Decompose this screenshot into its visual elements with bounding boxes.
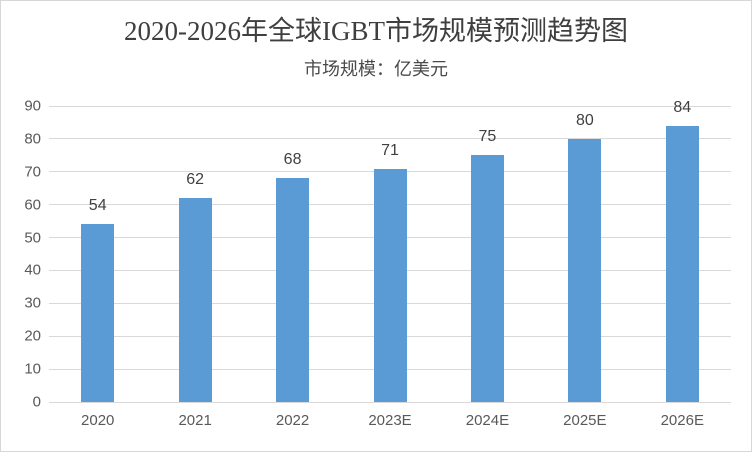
y-tick-label: 50 [24, 229, 41, 247]
x-tick-label: 2020 [81, 412, 115, 429]
gridline [49, 105, 731, 107]
y-tick-label: 80 [24, 130, 41, 148]
bar-value-label: 75 [478, 128, 497, 146]
gridline [49, 138, 731, 140]
y-tick-label: 90 [24, 97, 41, 115]
x-tick-label: 2022 [275, 412, 310, 429]
x-tick-label: 2026E [660, 412, 704, 429]
bar-2024E [470, 155, 504, 402]
bar-2022 [276, 178, 310, 402]
chart-title: 2020-2026年全球IGBT市场规模预测趋势图 [124, 16, 628, 46]
bar-2021 [178, 198, 212, 402]
y-tick-label: 70 [24, 163, 41, 181]
y-tick-label: 10 [24, 360, 41, 378]
plot-area: 0 10 20 30 40 50 60 70 80 90 54 2020 62 2021 68 2022 71 2… [24, 98, 731, 429]
y-tick-label: 20 [24, 327, 41, 345]
x-tick-label: 2024E [465, 412, 510, 429]
gridline [49, 401, 731, 403]
bar-value-label: 54 [88, 197, 107, 215]
bar-value-label: 84 [673, 98, 692, 116]
bar-value-label: 80 [575, 111, 594, 129]
bar-2020 [81, 224, 115, 402]
bar-value-label: 68 [283, 151, 302, 169]
y-tick-label: 30 [24, 294, 41, 312]
y-tick-label: 40 [24, 261, 41, 279]
bar-2025E [568, 138, 602, 402]
x-tick-label: 2021 [178, 412, 212, 429]
chart-subtitle: 市场规模：亿美元 [304, 59, 448, 79]
bar-2023E [373, 168, 407, 402]
y-tick-label: 0 [32, 393, 41, 411]
x-tick-label: 2025E [563, 412, 607, 429]
y-tick-label: 60 [24, 196, 41, 214]
bar-2026E [665, 125, 699, 402]
x-tick-label: 2023E [368, 412, 412, 429]
bar-value-label: 71 [381, 141, 399, 159]
bar-value-label: 62 [186, 171, 205, 189]
